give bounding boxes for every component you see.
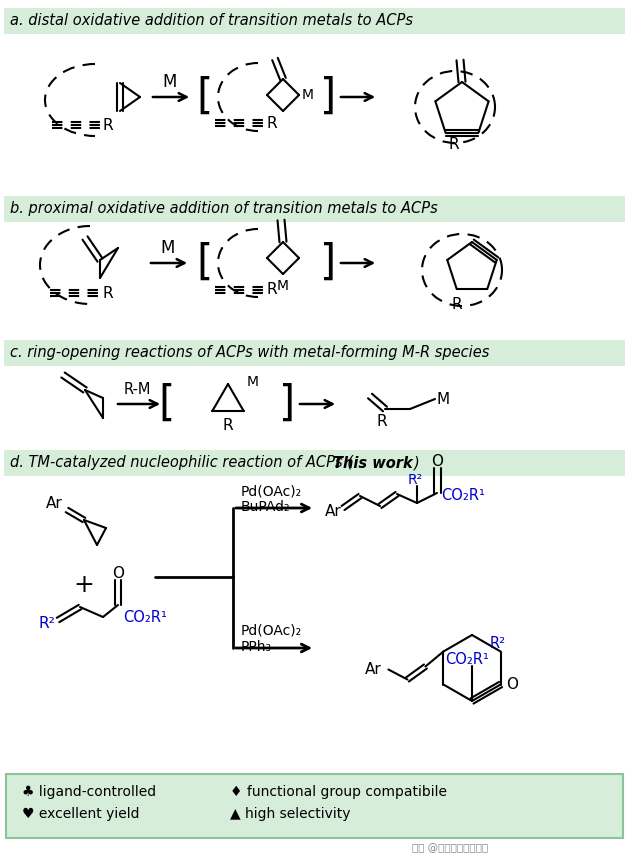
Text: c. ring-opening reactions of ACPs with metal-forming M-R species: c. ring-opening reactions of ACPs with m…	[10, 345, 489, 361]
Text: R: R	[103, 286, 114, 300]
Text: b. proximal oxidative addition of transition metals to ACPs: b. proximal oxidative addition of transi…	[10, 202, 438, 216]
Text: R: R	[448, 137, 459, 152]
Text: Ar: Ar	[46, 496, 62, 510]
Text: This work: This work	[333, 456, 413, 470]
Text: ♥ excellent yield: ♥ excellent yield	[22, 807, 140, 821]
FancyBboxPatch shape	[6, 774, 623, 838]
Text: O: O	[431, 453, 443, 469]
FancyBboxPatch shape	[4, 450, 625, 476]
Text: ]: ]	[320, 76, 336, 118]
Text: R: R	[103, 117, 114, 133]
Text: [: [	[197, 76, 213, 118]
Text: O: O	[112, 565, 124, 581]
Text: d. TM-catalyzed nucleophilic reaction of ACPs (: d. TM-catalyzed nucleophilic reaction of…	[10, 456, 353, 470]
Text: BuPAd₂: BuPAd₂	[241, 500, 291, 514]
Text: PPh₃: PPh₃	[241, 640, 272, 654]
Text: CO₂R¹: CO₂R¹	[441, 487, 485, 503]
Text: [: [	[159, 383, 175, 425]
Text: R: R	[377, 415, 387, 429]
Text: ]: ]	[279, 383, 295, 425]
Text: ♦ functional group compatibile: ♦ functional group compatibile	[230, 785, 447, 799]
FancyBboxPatch shape	[4, 340, 625, 366]
Text: M: M	[161, 239, 175, 257]
Text: Ar: Ar	[365, 662, 381, 677]
Text: CO₂R¹: CO₂R¹	[123, 610, 167, 626]
Text: R: R	[223, 417, 233, 433]
Text: R: R	[266, 282, 277, 298]
Text: Ar: Ar	[325, 504, 342, 520]
Text: M: M	[302, 88, 314, 102]
Text: [: [	[197, 242, 213, 284]
Text: ): )	[414, 456, 420, 470]
Text: M: M	[277, 279, 289, 293]
Text: ▲ high selectivity: ▲ high selectivity	[230, 807, 350, 821]
Text: R-M: R-M	[123, 381, 151, 397]
Text: Pd(OAc)₂: Pd(OAc)₂	[241, 484, 302, 498]
Text: M: M	[437, 392, 450, 406]
Text: ]: ]	[320, 242, 336, 284]
FancyBboxPatch shape	[4, 8, 625, 34]
Text: Pd(OAc)₂: Pd(OAc)₂	[241, 624, 302, 638]
Text: R: R	[452, 297, 462, 311]
Text: 知乎 @化学领域前沿文献: 知乎 @化学领域前沿文献	[412, 843, 488, 853]
Text: M: M	[247, 375, 259, 389]
Text: ♣ ligand-controlled: ♣ ligand-controlled	[22, 785, 156, 799]
Text: R²: R²	[408, 473, 423, 487]
Text: +: +	[74, 573, 94, 597]
Text: O: O	[506, 677, 518, 692]
Text: CO₂R¹: CO₂R¹	[445, 652, 489, 667]
Text: R: R	[266, 115, 277, 131]
Text: R²: R²	[490, 635, 506, 651]
Text: M: M	[163, 73, 177, 91]
Text: R²: R²	[38, 616, 55, 630]
FancyBboxPatch shape	[4, 196, 625, 222]
Text: a. distal oxidative addition of transition metals to ACPs: a. distal oxidative addition of transiti…	[10, 14, 413, 28]
